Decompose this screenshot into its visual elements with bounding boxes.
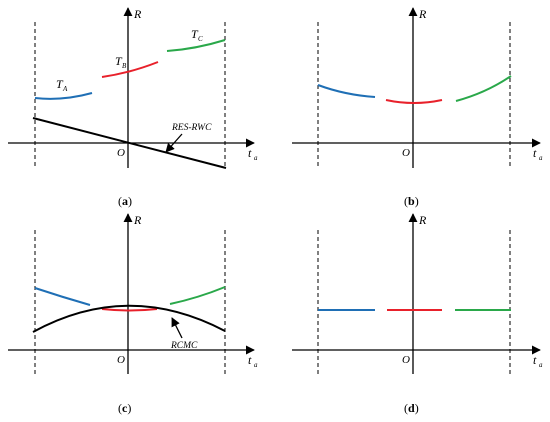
panel-d-caption: (d) — [404, 401, 419, 415]
panel-a: R t a O T A T B T C RES-RWC (a) — [8, 7, 258, 208]
panel-a-label-tc: T — [191, 27, 199, 41]
panel-a-segment-tc — [166, 39, 226, 52]
panel-a-origin-label: O — [117, 147, 125, 159]
panel-b-axis-label-t: t — [533, 146, 537, 160]
panel-d-origin-label: O — [402, 354, 410, 366]
panel-d: R t a O (d) — [292, 213, 543, 415]
panel-c-segment-b — [101, 308, 158, 312]
panel-a-axis-label-r: R — [133, 7, 142, 21]
panel-c-axis-label-t: t — [248, 353, 252, 367]
panel-a-axis-label-t: t — [248, 146, 252, 160]
panel-a-annotation-arrow — [165, 133, 183, 153]
panel-b-axis-label-a: a — [539, 154, 543, 162]
panel-a-res-rwc-line — [32, 117, 227, 169]
panel-c-annotation-rcmc: RCMC — [170, 341, 198, 351]
panel-a-segment-tb — [101, 61, 159, 78]
panel-a-label-ta-sub: A — [62, 85, 68, 93]
panel-c: R t a O RCMC (c) — [8, 213, 258, 415]
panel-a-axis-label-a: a — [254, 154, 258, 162]
panel-c-segment-c — [169, 286, 226, 305]
panel-c-caption: (c) — [118, 401, 131, 415]
panel-b-caption: (b) — [404, 194, 419, 208]
panel-b-segment-c — [455, 75, 512, 102]
panel-a-label-ta: T — [56, 77, 64, 91]
panel-a-label-tc-sub: C — [198, 35, 203, 43]
panel-b-origin-label: O — [402, 147, 410, 159]
panel-a-label-tb-sub: B — [122, 62, 127, 70]
panel-c-rcmc-curve — [32, 304, 226, 333]
panel-b-axis-label-r: R — [418, 7, 427, 21]
panel-d-axis-label-t: t — [533, 353, 537, 367]
panel-c-axis-label-r: R — [133, 213, 142, 227]
panel-c-segment-a — [34, 287, 91, 306]
panel-a-label-tb: T — [115, 54, 123, 68]
panel-d-axis-label-r: R — [418, 213, 427, 227]
panel-b-segment-a — [317, 84, 376, 98]
panel-d-axis-label-a: a — [539, 361, 543, 369]
panel-c-axis-label-a: a — [254, 361, 258, 369]
panel-c-origin-label: O — [117, 354, 125, 366]
panel-a-segment-ta — [34, 92, 93, 100]
panel-c-annotation-arrow — [171, 317, 183, 339]
panel-a-annotation-res-rwc: RES-RWC — [171, 123, 212, 133]
panel-a-caption: (a) — [118, 194, 132, 208]
panel-b: R t a O (b) — [292, 7, 543, 208]
panel-b-segment-b — [385, 99, 443, 104]
